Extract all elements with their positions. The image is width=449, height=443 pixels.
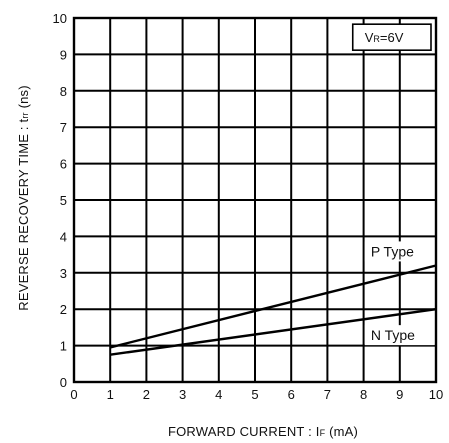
series-group: P Type N Type (109, 241, 437, 356)
y-tick-label: 2 (60, 302, 67, 317)
x-axis-title-sub: F (320, 428, 326, 438)
x-tick-label: 5 (251, 387, 258, 402)
series-label-background (364, 241, 435, 262)
series-label-background (364, 325, 435, 346)
plot-frame (72, 16, 438, 384)
series-line-n-type (110, 308, 437, 356)
condition-label-rest: =6V (380, 30, 404, 45)
x-tick-label: 4 (215, 387, 222, 402)
x-tick-label: 10 (429, 387, 443, 402)
condition-label-sub: R (373, 34, 380, 44)
y-tick-label: 8 (60, 84, 67, 99)
x-tick-label: 6 (288, 387, 295, 402)
y-tick-label: 0 (60, 375, 67, 390)
y-axis-title-main: REVERSE RECOVERY TIME : t (16, 118, 31, 310)
y-tick-label: 7 (60, 120, 67, 135)
x-tick-label: 2 (143, 387, 150, 402)
condition-box (351, 23, 432, 51)
y-tick-label: 5 (60, 193, 67, 208)
series-label: P Type (371, 243, 414, 259)
x-axis-title: FORWARD CURRENT : IF (mA) (168, 424, 358, 439)
series-label: N Type (371, 327, 415, 343)
condition-label-main: V (365, 30, 374, 45)
x-tick-label: 8 (360, 387, 367, 402)
grid (74, 18, 436, 382)
x-axis-title-unit: (mA) (325, 424, 358, 439)
y-tick-label: 9 (60, 47, 67, 62)
y-tick-label: 4 (60, 229, 67, 244)
x-tick-label: 3 (179, 387, 186, 402)
x-tick-label: 1 (107, 387, 114, 402)
x-tick-label: 7 (324, 387, 331, 402)
x-axis-title-main: FORWARD CURRENT : I (168, 424, 320, 439)
y-tick-label: 1 (60, 339, 67, 354)
x-tick-labels: 0 1 2 3 4 5 6 7 8 9 10 (70, 387, 443, 402)
y-axis-title-unit: (ns) (16, 85, 31, 112)
y-axis-title-sub: rr (20, 112, 30, 118)
condition-label: VR=6V (365, 30, 404, 45)
x-tick-label: 0 (70, 387, 77, 402)
y-tick-label: 10 (53, 11, 67, 26)
y-tick-label: 3 (60, 266, 67, 281)
y-tick-labels: 0 1 2 3 4 5 6 7 8 9 10 (53, 11, 67, 390)
series-line-p-type (109, 264, 437, 349)
x-tick-label: 9 (396, 387, 403, 402)
y-tick-label: 6 (60, 157, 67, 172)
y-axis-title: REVERSE RECOVERY TIME : trr (ns) (16, 85, 31, 311)
